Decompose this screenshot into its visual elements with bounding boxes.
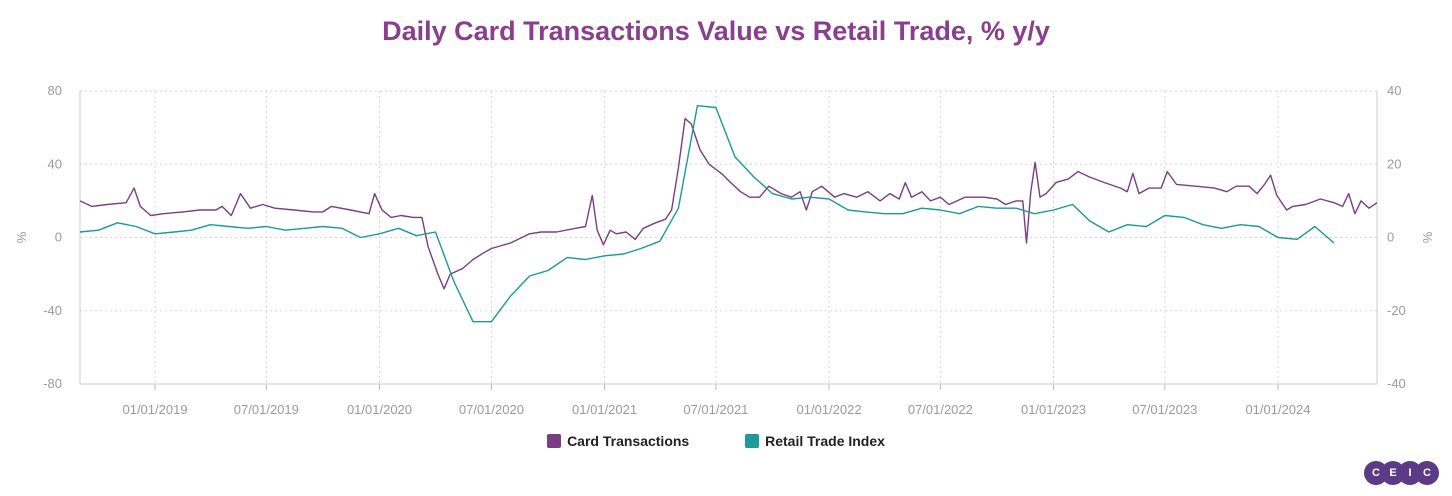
x-tick-label: 01/01/2022 xyxy=(797,402,862,417)
axes xyxy=(79,91,1378,390)
grid-lines xyxy=(80,90,1377,385)
legend-label-retail-trade-index: Retail Trade Index xyxy=(765,433,885,450)
x-tick-label: 01/01/2019 xyxy=(122,402,187,417)
y-right-tick-label: 40 xyxy=(1387,83,1401,98)
legend-swatch-retail-trade-index xyxy=(745,434,760,449)
y-right-tick-label: 20 xyxy=(1387,156,1401,171)
chart-title: Daily Card Transactions Value vs Retail … xyxy=(382,16,1050,46)
legend: Card Transactions Retail Trade Index xyxy=(0,432,1432,449)
x-tick-label: 01/01/2023 xyxy=(1021,402,1086,417)
y-right-tick-label: -40 xyxy=(1387,376,1406,391)
legend-swatch-card-transactions xyxy=(547,434,562,449)
legend-label-card-transactions: Card Transactions xyxy=(567,433,690,450)
x-tick-label: 01/01/2024 xyxy=(1245,402,1310,417)
legend-item-card-transactions[interactable]: Card Transactions xyxy=(547,433,689,449)
y-left-tick-label: 80 xyxy=(48,83,62,98)
x-tick-label: 07/01/2020 xyxy=(459,402,524,417)
y-right-tick-label: -20 xyxy=(1387,303,1406,318)
legend-item-retail-trade-index[interactable]: Retail Trade Index xyxy=(745,433,885,449)
series-line-retail-trade-index xyxy=(79,104,1335,323)
x-tick-label: 07/01/2021 xyxy=(683,402,748,417)
y-right-tick-label: 0 xyxy=(1387,230,1394,245)
ceic-logo: C E I C xyxy=(1364,461,1440,485)
series-line-card-transactions xyxy=(79,117,1378,290)
x-tick-label: 07/01/2022 xyxy=(908,402,973,417)
x-tick-label: 01/01/2021 xyxy=(572,402,637,417)
y-left-tick-label: 40 xyxy=(48,156,62,171)
series-lines xyxy=(79,104,1378,323)
logo-letter-c2: C xyxy=(1415,461,1439,485)
y-left-tick-label: -40 xyxy=(43,303,62,318)
x-tick-label: 07/01/2019 xyxy=(234,402,299,417)
x-tick-label: 07/01/2023 xyxy=(1132,402,1197,417)
y-left-tick-label: -80 xyxy=(43,376,62,391)
x-tick-label: 01/01/2020 xyxy=(347,402,412,417)
y-left-tick-label: 0 xyxy=(55,230,62,245)
tick-labels: 80 40 0 -40 -80 40 20 0 -20 -40 01/01/2019 07/01/20… xyxy=(14,83,1435,417)
y-right-unit-label: % xyxy=(1420,231,1435,243)
y-left-unit-label: % xyxy=(14,231,29,243)
